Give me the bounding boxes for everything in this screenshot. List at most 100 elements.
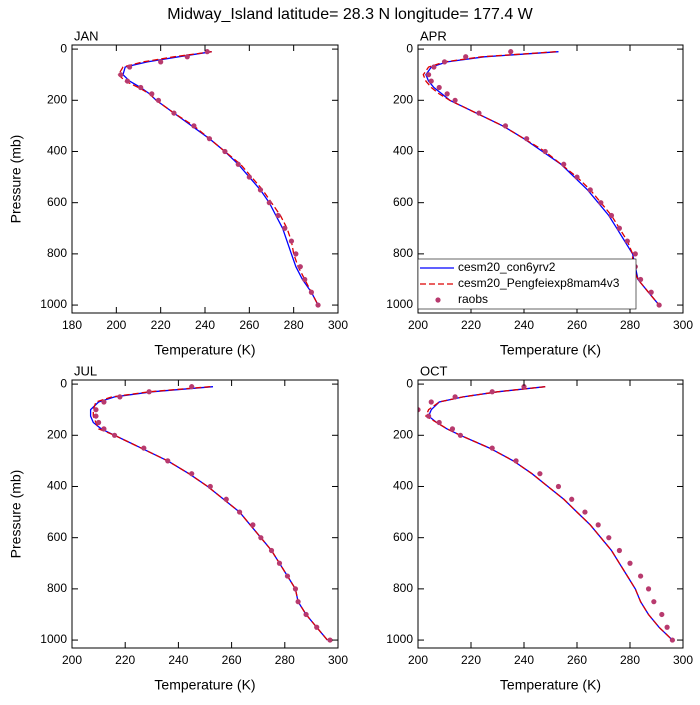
x-tick-label: 200 (62, 653, 82, 667)
y-tick-label: 800 (47, 246, 67, 260)
marker (502, 123, 509, 129)
y-axis-label: Pressure (mb) (8, 135, 24, 224)
marker (101, 399, 107, 405)
marker (638, 573, 644, 579)
marker (93, 413, 99, 419)
profile-line (427, 386, 673, 641)
x-tick-label: 240 (195, 318, 215, 332)
marker (476, 110, 482, 116)
marker (288, 238, 295, 244)
marker (656, 302, 662, 308)
marker (222, 148, 228, 155)
series (122, 51, 319, 306)
marker (664, 624, 670, 630)
marker (276, 560, 283, 566)
series (426, 49, 662, 308)
marker (257, 187, 264, 193)
x-tick-label: 180 (62, 318, 82, 332)
profile-line (89, 386, 328, 641)
x-tick-label: 300 (673, 318, 693, 332)
series (92, 386, 328, 641)
marker (308, 289, 314, 295)
x-tick-label: 300 (328, 318, 348, 332)
marker (297, 264, 303, 270)
marker (138, 84, 144, 91)
profile-line (425, 386, 673, 641)
marker (223, 496, 229, 502)
y-tick-label: 400 (393, 144, 413, 158)
plot-area (89, 384, 333, 643)
axes-frame (417, 44, 684, 314)
series (425, 51, 660, 306)
marker (284, 573, 291, 579)
profile-line (92, 386, 328, 641)
y-tick-label: 0 (406, 41, 413, 55)
x-tick-label: 220 (115, 653, 135, 667)
marker (428, 399, 434, 405)
marker (555, 483, 562, 490)
axes-frame (71, 379, 339, 649)
marker (645, 586, 652, 592)
marker (669, 637, 676, 643)
legend-marker (435, 297, 441, 303)
marker (651, 599, 657, 605)
x-tick-label: 280 (284, 318, 304, 332)
marker (96, 419, 102, 426)
series (427, 386, 673, 641)
marker (508, 49, 514, 55)
y-tick-label: 400 (47, 479, 67, 493)
x-tick-label: 240 (514, 653, 534, 667)
marker (282, 225, 288, 231)
y-tick-label: 800 (393, 581, 413, 595)
plot-area (418, 384, 676, 643)
x-axis-label: Temperature (K) (500, 342, 601, 358)
x-tick-label: 220 (151, 318, 171, 332)
y-tick-label: 200 (47, 427, 67, 441)
marker (616, 225, 623, 231)
marker (146, 389, 152, 395)
x-tick-label: 260 (239, 318, 259, 332)
marker (207, 483, 213, 490)
marker (171, 110, 177, 116)
y-tick-label: 600 (47, 530, 67, 544)
marker (246, 174, 252, 180)
marker (127, 64, 133, 70)
marker (315, 302, 321, 308)
marker (206, 136, 213, 142)
marker (606, 535, 612, 541)
panel-label: JUL (74, 363, 97, 378)
marker (608, 212, 615, 219)
profile-line (117, 51, 319, 306)
y-tick-label: 400 (393, 479, 413, 493)
y-tick-label: 200 (393, 427, 413, 441)
marker (292, 586, 299, 592)
marker (236, 509, 243, 515)
x-tick-label: 240 (514, 318, 534, 332)
marker (302, 276, 308, 283)
marker (204, 49, 210, 55)
marker (436, 84, 442, 91)
marker (189, 471, 195, 477)
marker (327, 637, 333, 643)
axes-frame (71, 44, 339, 314)
marker (117, 394, 123, 400)
legend: cesm20_con6yrv2 cesm20_Pengfeiexp8mam4v3r… (417, 258, 637, 310)
series (425, 386, 673, 641)
y-tick-label: 1000 (40, 297, 67, 311)
y-tick-label: 1000 (40, 632, 67, 646)
marker (436, 419, 442, 426)
marker (574, 174, 580, 180)
marker (303, 611, 309, 618)
y-tick-label: 600 (393, 195, 413, 209)
marker (524, 136, 530, 142)
panel-label: OCT (420, 363, 448, 378)
marker (569, 496, 575, 502)
marker (537, 471, 543, 477)
marker (141, 445, 147, 451)
x-axis-label: Temperature (K) (500, 677, 601, 693)
y-tick-label: 0 (60, 376, 67, 390)
marker (431, 64, 437, 70)
series (418, 384, 676, 643)
